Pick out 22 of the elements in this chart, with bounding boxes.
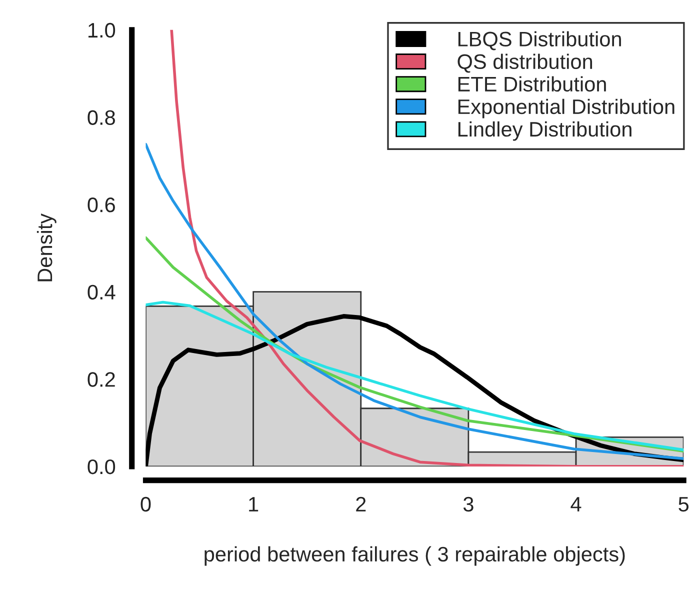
legend-label: Exponential Distribution xyxy=(458,98,674,118)
x-tick-label: 2 xyxy=(356,496,366,512)
x-tick-label: 4 xyxy=(570,497,582,512)
y-tick-label: 0.8 xyxy=(88,110,115,125)
y-tick-label: 0.6 xyxy=(88,198,115,212)
y-tick-label: 0.4 xyxy=(88,284,116,300)
legend-label: LBQS Distribution xyxy=(458,31,621,50)
legend-label: QS distribution xyxy=(458,54,592,73)
y-tick-label: 0.0 xyxy=(88,459,116,474)
y-tick-label: 0.2 xyxy=(88,372,115,387)
y-axis-title: Density xyxy=(36,213,56,282)
x-tick-label: 1 xyxy=(249,497,258,512)
line-series xyxy=(146,142,684,460)
y-tick-label: 1.0 xyxy=(88,22,116,38)
legend-label: Lindley Distribution xyxy=(458,121,632,141)
legend-label: ETE Distribution xyxy=(458,76,606,92)
x-tick-label: 0 xyxy=(140,496,151,512)
x-tick-label: 5 xyxy=(678,497,689,512)
line-series xyxy=(170,30,684,466)
line-series xyxy=(146,300,684,452)
x-axis-title: period between failures ( 3 repairable objects) xyxy=(204,546,625,566)
x-tick-label: 3 xyxy=(463,496,474,512)
